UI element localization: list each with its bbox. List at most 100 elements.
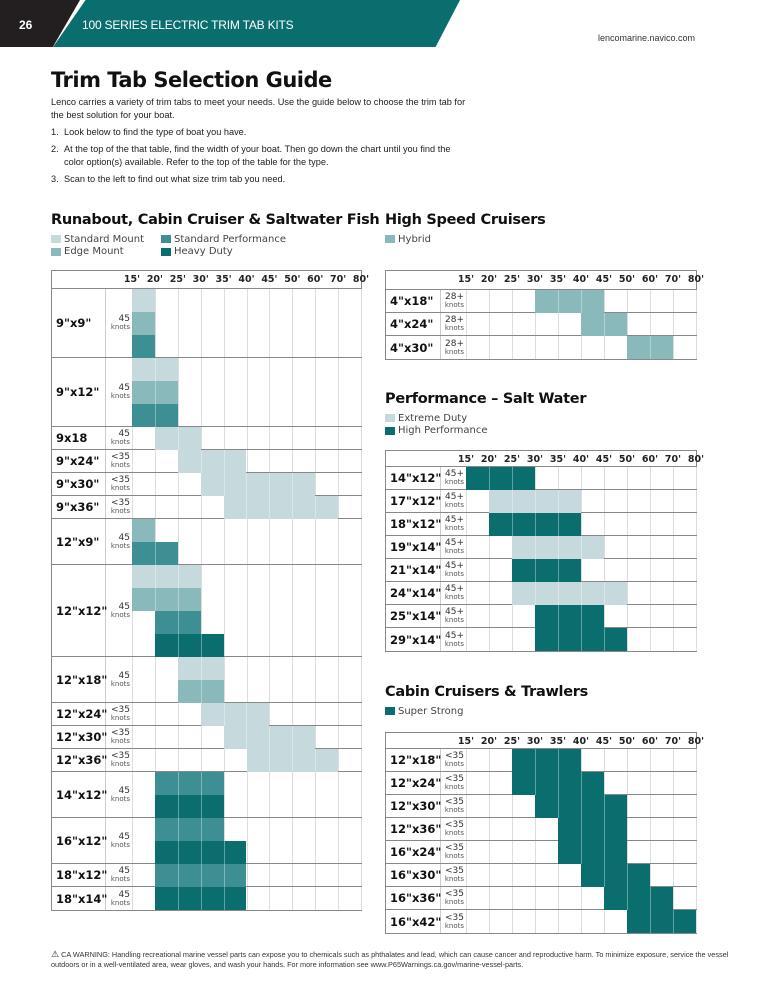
grid-line — [673, 772, 674, 794]
grid-line — [673, 887, 674, 909]
grid-line — [489, 290, 490, 312]
grid-line — [627, 513, 628, 535]
grid-line — [650, 864, 651, 886]
table-header-row: 15' 20' 25' 30' 35' 40' 45' 50' 60' 70' 80' — [52, 271, 369, 289]
cell-divider — [292, 496, 294, 519]
legend: Hybrid — [385, 233, 431, 246]
grid-line — [132, 496, 133, 518]
grid-line — [292, 772, 294, 817]
speed-rating: 45 knots — [105, 533, 130, 550]
grid-line — [466, 559, 467, 581]
grid-line — [361, 289, 362, 357]
step-item: 3. Scan to the left to find out what size… — [51, 173, 471, 186]
boat-length-label: 30' — [526, 736, 544, 747]
grid-line — [223, 818, 225, 863]
knots-label: knots — [110, 679, 130, 688]
grid-line — [696, 772, 697, 794]
grid-line — [650, 795, 651, 817]
band-high-performance — [466, 467, 535, 490]
boat-length-label: 20' — [480, 454, 498, 465]
table-row: 16"x12" 45 knots — [52, 818, 362, 864]
page-number: 26 — [19, 18, 33, 32]
knots-label: knots — [444, 852, 464, 860]
table-row: 9"x30" <35 knots — [52, 473, 362, 496]
cell-divider — [558, 536, 559, 559]
warning-text: CA WARNING: Handling recreational marine… — [51, 950, 729, 969]
grid-line — [489, 313, 490, 335]
column-divider — [105, 703, 106, 725]
grid-line — [673, 536, 674, 558]
legend-label: High Performance — [398, 425, 488, 437]
band-super-strong — [512, 772, 604, 795]
grid-line — [177, 496, 179, 518]
grid-line — [627, 605, 628, 627]
website-link[interactable]: lencomarine.navico.com — [598, 33, 696, 43]
knots-label: knots — [444, 301, 464, 309]
cell-divider — [223, 864, 225, 887]
cell-divider — [558, 749, 559, 772]
knots-label: knots — [110, 461, 130, 469]
boat-length-label: 80' — [687, 736, 705, 747]
grid-line — [177, 749, 179, 771]
legend-item: Edge Mount — [51, 246, 161, 259]
speed-rating: <35 knots — [440, 798, 464, 815]
grid-line — [512, 795, 513, 817]
grid-line — [604, 336, 605, 359]
cell-divider — [269, 749, 271, 772]
trim-tab-table: 15' 20' 25' 30' 35' 40' 45' 50' 60' 70' 80' 14"x12"… — [385, 450, 704, 652]
speed-value: 45+ — [445, 492, 464, 502]
boat-length-label: 40' — [238, 274, 255, 285]
grid-line — [673, 490, 674, 512]
grid-line — [132, 657, 133, 702]
grid-line — [489, 841, 490, 863]
band-hybrid — [627, 336, 673, 359]
boat-length-label: 15' — [123, 274, 141, 285]
column-divider — [440, 290, 441, 312]
tab-size: 12"x9" — [56, 534, 100, 549]
cell-divider — [200, 657, 202, 680]
grid-line — [581, 490, 582, 512]
grid-line — [466, 749, 467, 771]
grid-line — [489, 336, 490, 359]
speed-value: 45 — [118, 314, 130, 324]
grid-line — [223, 289, 225, 357]
knots-label: knots — [444, 347, 464, 356]
table-row: 12"x24" <35 knots — [386, 772, 697, 795]
grid-line — [315, 657, 317, 702]
boat-length-label: 45' — [595, 736, 613, 747]
column-divider — [105, 565, 106, 656]
tab-size: 9x18 — [56, 431, 88, 445]
grid-line — [489, 910, 490, 933]
grid-line — [315, 358, 317, 426]
legend-label: Extreme Duty — [398, 412, 468, 424]
grid-line — [466, 628, 467, 651]
instructions-list: 1. Look below to find the type of boat yo… — [51, 126, 471, 190]
cell-divider — [177, 864, 179, 887]
grid-line — [269, 887, 271, 910]
grid-line — [512, 841, 513, 863]
tab-size: 25"x14" — [390, 609, 442, 623]
grid-line — [361, 450, 362, 472]
cell-divider — [535, 490, 536, 513]
boat-length-label: 50' — [284, 274, 301, 285]
grid-line — [154, 726, 156, 748]
grid-line — [489, 864, 490, 886]
table-row: 16"x24" <35 knots — [386, 841, 697, 864]
grid-line — [338, 496, 340, 518]
cell-divider — [315, 749, 317, 772]
knots-label: knots — [444, 570, 464, 578]
boat-length-label: 50' — [618, 274, 636, 285]
grid-line — [200, 565, 202, 656]
speed-rating: <35 knots — [440, 867, 464, 884]
tab-size: 17"x12" — [390, 494, 442, 508]
grid-line — [627, 628, 628, 651]
grid-line — [696, 887, 697, 909]
boat-length-label: 45' — [261, 274, 278, 285]
grid-line — [581, 467, 582, 489]
knots-label: knots — [110, 794, 130, 803]
grid-line — [696, 313, 697, 335]
knots-label: knots — [110, 323, 130, 331]
speed-value: <35 — [445, 751, 464, 761]
grid-line — [627, 313, 628, 335]
column-divider — [440, 910, 441, 933]
